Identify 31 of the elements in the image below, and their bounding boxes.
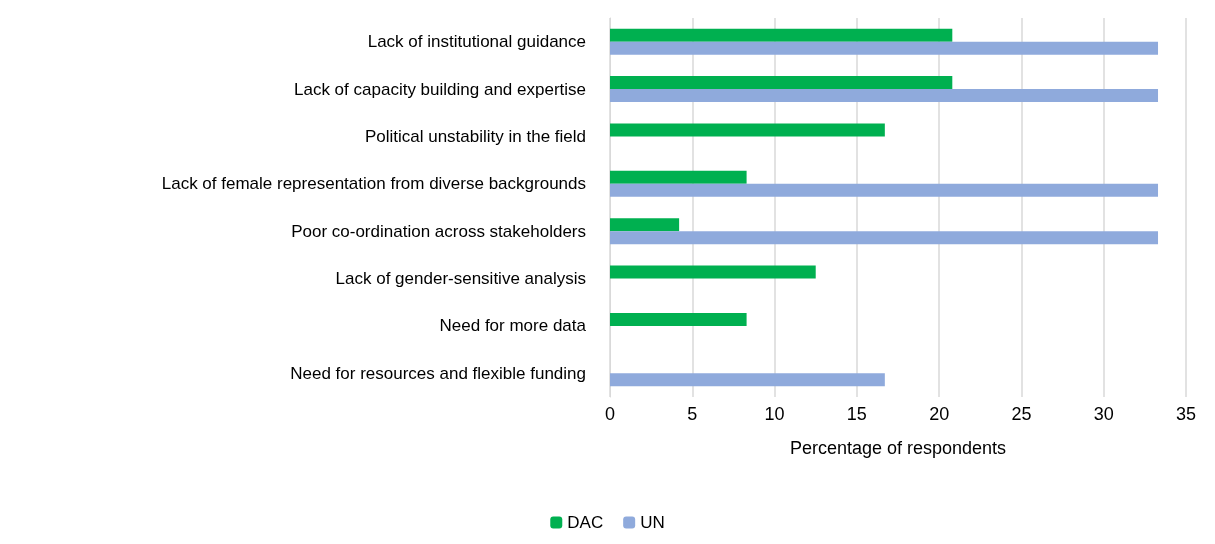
bar [610, 170, 747, 184]
y-tick-label: Lack of female representation from diverse backgrounds [161, 174, 586, 194]
bar [610, 183, 1159, 197]
x-tick-label: 25 [1011, 404, 1032, 424]
x-tick-label: 20 [929, 404, 950, 424]
bar [610, 312, 747, 326]
bar [610, 373, 885, 387]
y-tick-label: Lack of institutional guidance [367, 32, 586, 52]
bar [610, 28, 953, 42]
y-tick-label: Lack of gender-sensitive analysis [335, 269, 586, 289]
y-tick-label: Poor co-ordination across stakeholders [291, 221, 586, 241]
bar [610, 123, 885, 137]
x-axis-title: Percentage of respondents [789, 438, 1007, 458]
y-tick-label: Need for more data [439, 316, 587, 336]
bar [610, 265, 816, 279]
x-tick-label: 0 [604, 404, 616, 424]
legend-label: DAC [567, 513, 604, 532]
x-tick-label: 35 [1175, 404, 1197, 424]
y-tick-label: Need for resources and flexible funding [290, 363, 586, 383]
x-tick-label: 30 [1093, 404, 1114, 424]
bar [610, 231, 1159, 245]
x-tick-label: 10 [764, 404, 785, 424]
bar [610, 76, 953, 90]
bar [610, 218, 680, 232]
x-tick-label: 15 [846, 404, 867, 424]
x-tick-label: 5 [687, 404, 698, 424]
bar [610, 41, 1159, 55]
bar [610, 89, 1159, 103]
y-tick-label: Political unstability in the field [364, 126, 586, 146]
legend-label: UN [640, 513, 665, 532]
y-tick-label: Lack of capacity building and expertise [293, 79, 586, 99]
